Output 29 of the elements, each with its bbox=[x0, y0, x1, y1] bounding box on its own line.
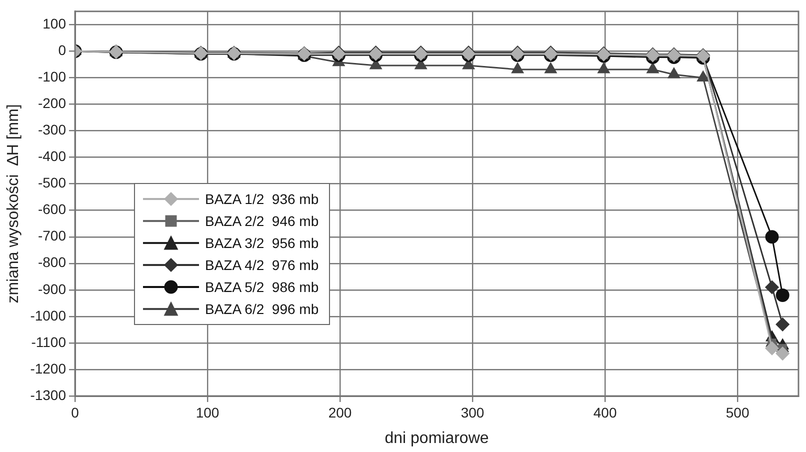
legend-label: BAZA 4/2 976 mb bbox=[205, 257, 319, 273]
y-tick-label: -1200 bbox=[30, 360, 66, 376]
y-tick-label: 100 bbox=[42, 16, 66, 32]
y-tick-label: -200 bbox=[38, 95, 66, 112]
x-tick-label: 400 bbox=[593, 404, 617, 420]
y-tick-label: -300 bbox=[38, 122, 66, 138]
legend-label: BAZA 6/2 996 mb bbox=[205, 301, 319, 317]
x-axis-title: dni pomiarowe bbox=[384, 430, 489, 447]
legend-label: BAZA 5/2 986 mb bbox=[205, 279, 319, 295]
x-tick-label: 0 bbox=[71, 404, 80, 420]
y-tick-label: -600 bbox=[38, 201, 66, 218]
y-tick-label: -400 bbox=[38, 148, 66, 164]
y-tick-label: -900 bbox=[38, 280, 66, 297]
y-tick-label: -100 bbox=[38, 68, 66, 85]
x-tick-label: 500 bbox=[726, 404, 750, 420]
y-tick-label: -500 bbox=[38, 174, 66, 191]
x-tick-label: 200 bbox=[328, 404, 352, 420]
y-tick-label: -1000 bbox=[30, 307, 66, 324]
legend-label: BAZA 2/2 946 mb bbox=[205, 213, 319, 229]
y-axis-title: zmiana wysokości ∆H [mm] bbox=[5, 104, 22, 304]
y-tick-label: -1300 bbox=[30, 386, 66, 403]
y-tick-label: -700 bbox=[38, 228, 66, 244]
y-tick-label: -1100 bbox=[31, 334, 66, 350]
legend-label: BAZA 3/2 956 mb bbox=[205, 235, 319, 251]
y-tick-label: -800 bbox=[38, 254, 66, 270]
x-tick-label: 100 bbox=[196, 404, 220, 420]
x-tick-label: 300 bbox=[460, 404, 484, 420]
y-tick-label: 0 bbox=[58, 42, 66, 58]
legend-label: BAZA 1/2 936 mb bbox=[205, 191, 319, 207]
